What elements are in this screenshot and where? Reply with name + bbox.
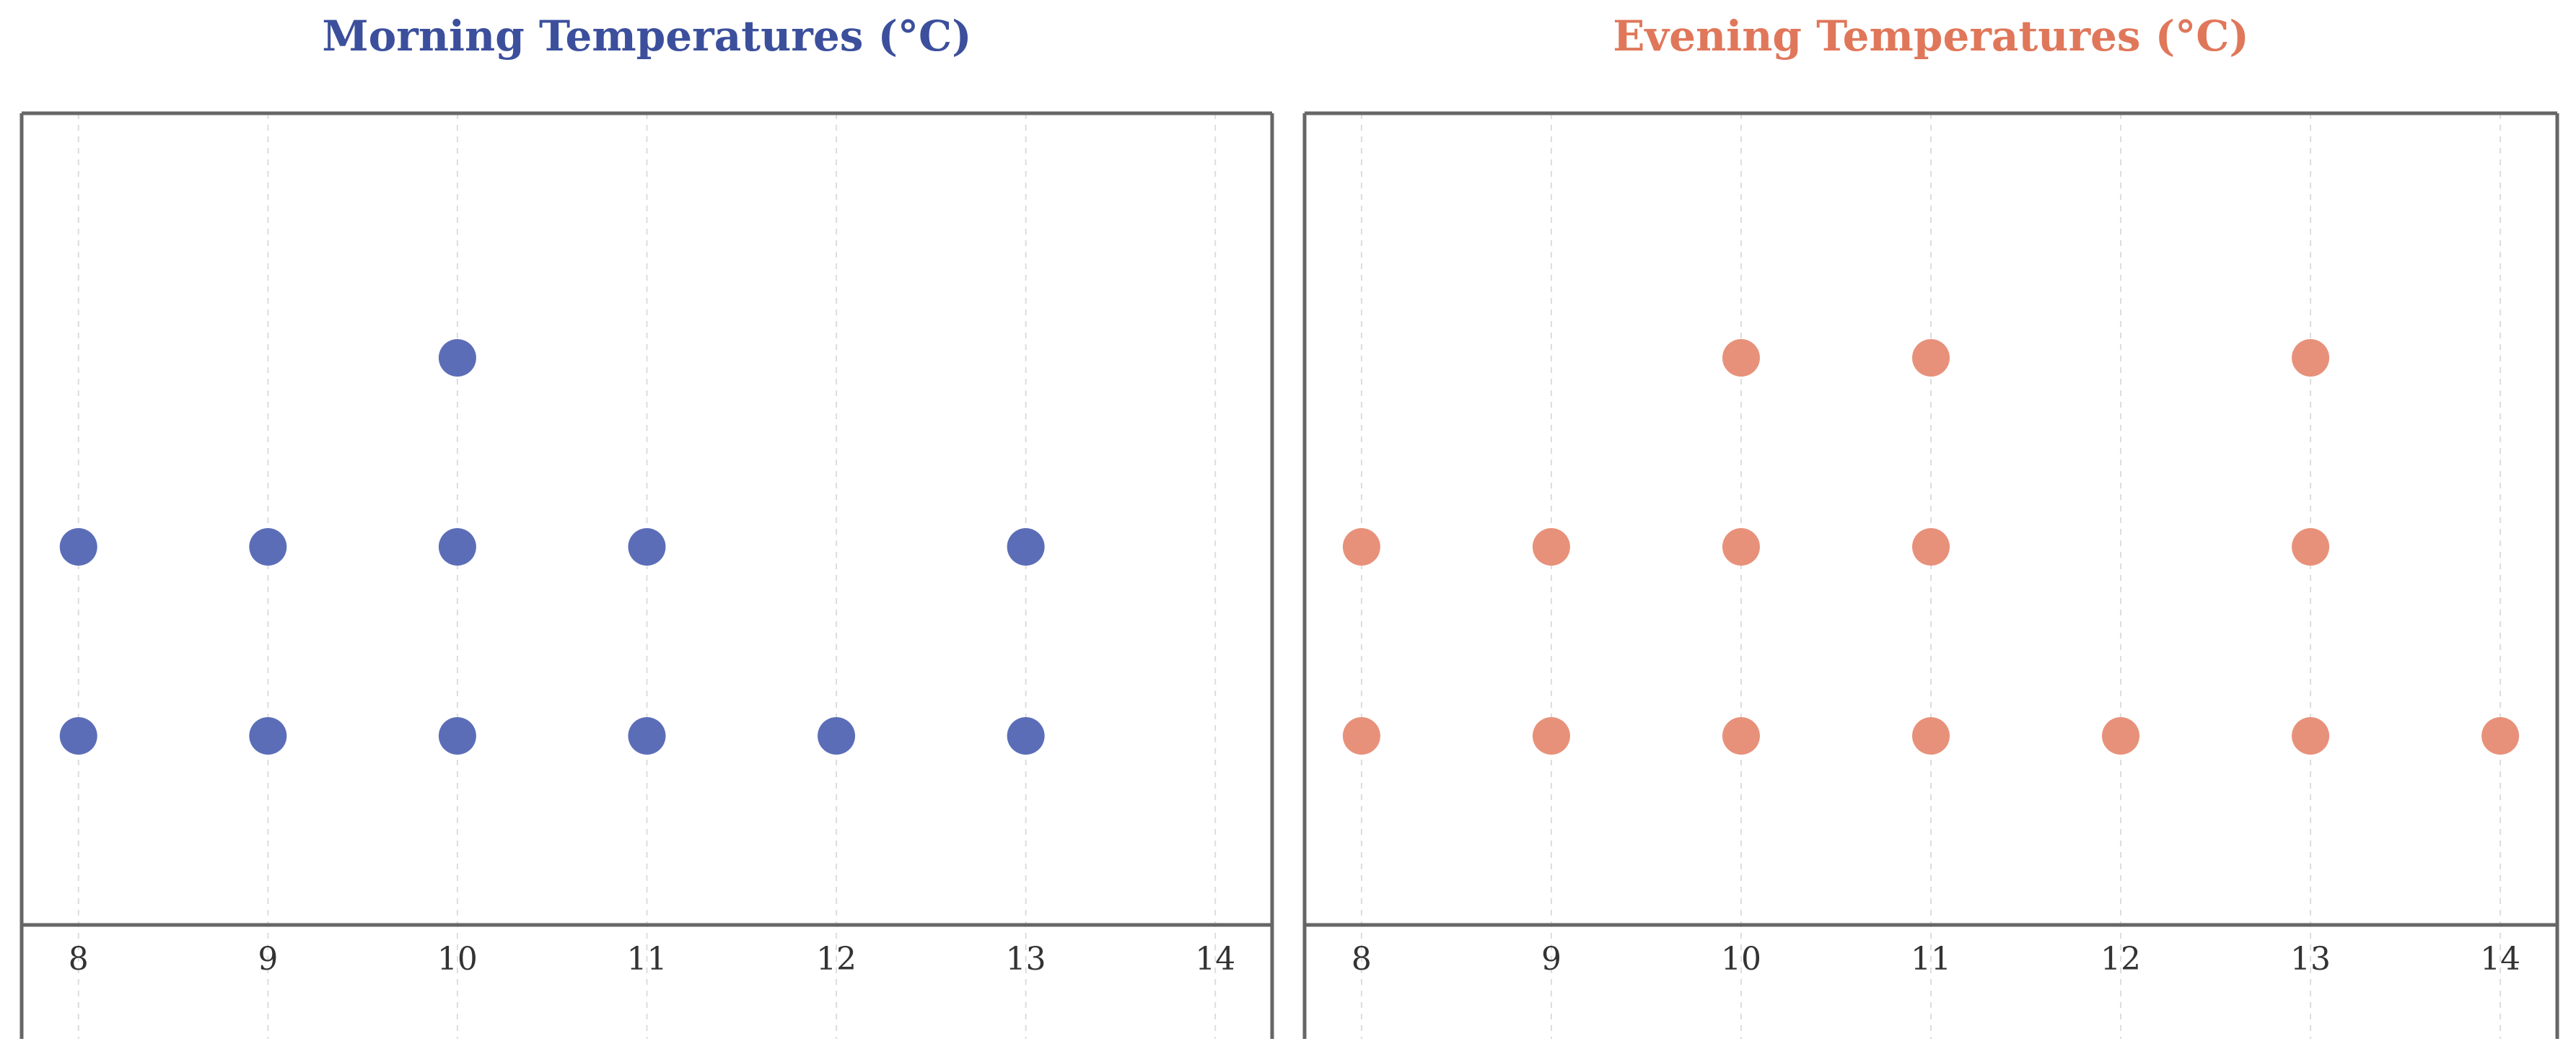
evening-dot-10-2 (1722, 528, 1760, 566)
evening-tick-label-9: 9 (1541, 941, 1561, 978)
evening-dot-12-1 (2102, 717, 2140, 755)
morning-tick-label-13: 13 (1006, 941, 1046, 978)
morning-dot-10-3 (438, 339, 476, 377)
morning-dot-12-1 (818, 717, 856, 755)
morning-dot-11-1 (628, 717, 666, 755)
morning-tick-label-8: 8 (69, 941, 89, 978)
morning-chart-title: Morning Temperatures (°C) (322, 12, 971, 61)
morning-dot-9-2 (249, 528, 287, 566)
morning-dot-10-2 (438, 528, 476, 566)
morning-tick-label-14: 14 (1195, 941, 1235, 978)
morning-tick-label-10: 10 (437, 941, 478, 978)
evening-dot-11-1 (1912, 717, 1950, 755)
morning-tick-label-9: 9 (258, 941, 278, 978)
evening-dot-8-1 (1342, 717, 1380, 755)
evening-dot-9-2 (1532, 528, 1570, 566)
morning-tick-label-12: 12 (816, 941, 857, 978)
evening-tick-label-12: 12 (2100, 941, 2141, 978)
evening-dot-13-1 (2292, 717, 2330, 755)
evening-dot-9-1 (1532, 717, 1570, 755)
evening-dot-11-2 (1912, 528, 1950, 566)
evening-tick-label-14: 14 (2480, 941, 2520, 978)
morning-dot-13-1 (1007, 717, 1045, 755)
evening-dot-11-3 (1912, 339, 1950, 377)
evening-tick-label-13: 13 (2290, 941, 2331, 978)
evening-dot-13-3 (2292, 339, 2330, 377)
morning-dot-8-1 (59, 717, 97, 755)
morning-dot-9-1 (249, 717, 287, 755)
morning-dot-11-2 (628, 528, 666, 566)
morning-tick-label-11: 11 (627, 941, 667, 978)
morning-dot-8-2 (59, 528, 97, 566)
evening-tick-label-10: 10 (1721, 941, 1761, 978)
evening-tick-label-11: 11 (1911, 941, 1951, 978)
morning-dot-13-2 (1007, 528, 1045, 566)
evening-dot-14-1 (2481, 717, 2520, 755)
evening-dot-10-1 (1722, 717, 1760, 755)
morning-dot-10-1 (438, 717, 476, 755)
evening-dot-8-2 (1342, 528, 1380, 566)
evening-dot-13-2 (2292, 528, 2330, 566)
evening-dot-10-3 (1722, 339, 1760, 377)
evening-tick-label-8: 8 (1351, 941, 1372, 978)
evening-chart-title: Evening Temperatures (°C) (1613, 12, 2249, 61)
